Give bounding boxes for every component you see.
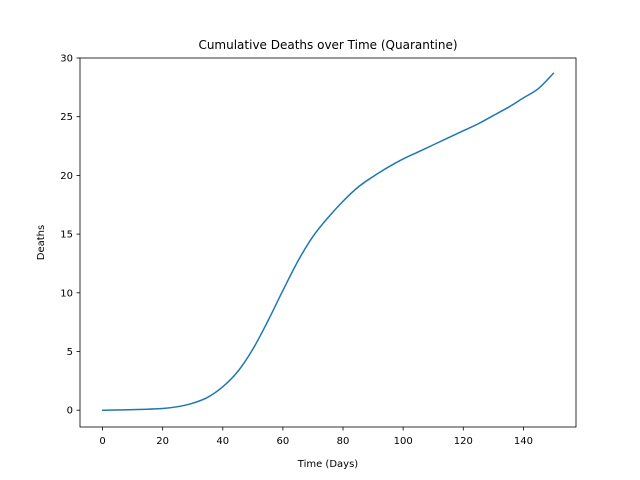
x-tick-label: 120 bbox=[454, 436, 473, 447]
y-tick-label: 30 bbox=[60, 54, 73, 65]
y-tick-label: 5 bbox=[67, 347, 73, 358]
x-tick-label: 80 bbox=[337, 436, 350, 447]
x-tick-label: 20 bbox=[156, 436, 169, 447]
series-line bbox=[101, 72, 555, 411]
x-tick-label: 0 bbox=[99, 436, 105, 447]
x-tick-label: 40 bbox=[216, 436, 229, 447]
x-tick-label: 100 bbox=[394, 436, 413, 447]
x-tick-label: 60 bbox=[277, 436, 290, 447]
ticks: 0 20 40 60 80 100 120 140 0 5 10 15 20 25 30 bbox=[60, 54, 533, 448]
x-tick-label: 140 bbox=[514, 436, 533, 447]
plot-frame bbox=[79, 57, 577, 428]
y-tick-label: 10 bbox=[60, 288, 73, 299]
y-tick-label: 15 bbox=[60, 230, 73, 241]
x-axis-label: Time (Days) bbox=[297, 459, 359, 470]
y-tick-label: 25 bbox=[60, 112, 73, 123]
y-axis-label: Deaths bbox=[36, 225, 47, 260]
y-tick-label: 20 bbox=[60, 171, 73, 182]
chart-title: Cumulative Deaths over Time (Quarantine) bbox=[198, 38, 457, 52]
y-tick-label: 0 bbox=[67, 406, 73, 417]
